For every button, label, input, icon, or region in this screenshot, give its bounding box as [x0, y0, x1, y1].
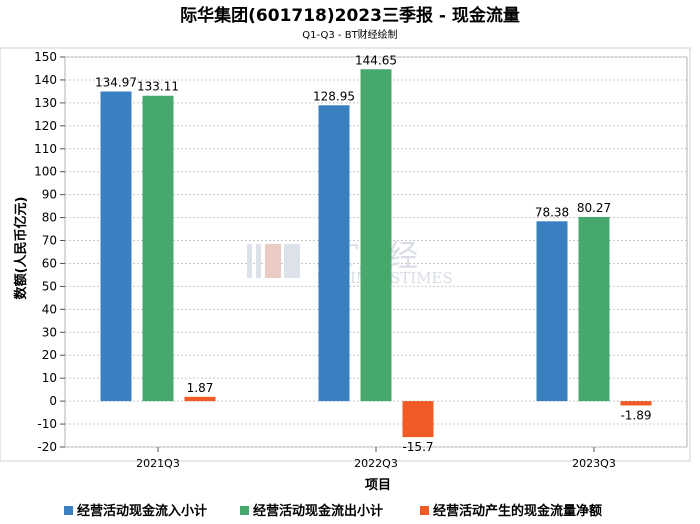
bar: [578, 216, 610, 402]
bar: [402, 401, 434, 438]
y-tick-label: 20: [42, 348, 57, 362]
data-label: 78.38: [535, 205, 569, 219]
bars: [100, 69, 652, 438]
y-tick-label: 100: [34, 165, 57, 179]
bar: [620, 401, 652, 406]
bar: [318, 105, 350, 402]
data-label: 128.95: [313, 89, 355, 103]
y-tick-label: 80: [42, 211, 57, 225]
data-label: 80.27: [577, 201, 611, 215]
x-tick-label: 2021Q3: [136, 457, 180, 470]
y-tick-label: 140: [34, 73, 57, 87]
legend-swatch: [64, 506, 73, 515]
data-label: 1.87: [187, 381, 214, 395]
watermark-logo-bar: [247, 244, 252, 278]
y-tick-label: -10: [37, 417, 57, 431]
legend-swatch: [420, 506, 429, 515]
legend-label: 经营活动产生的现金流量净额: [433, 503, 602, 519]
legend-swatch: [240, 506, 249, 515]
y-tick-label: 60: [42, 256, 57, 270]
x-tick-label: 2022Q3: [354, 457, 398, 470]
data-label: 134.97: [95, 75, 137, 89]
x-axis-ticks: 2021Q3 2022Q3 2023Q3: [136, 447, 616, 470]
y-tick-label: 50: [42, 279, 57, 293]
data-label: -1.89: [620, 408, 651, 422]
chart-frame: [0, 47, 691, 462]
y-tick-label: 70: [42, 234, 57, 248]
y-tick-label: 120: [34, 119, 57, 133]
y-tick-label: 110: [34, 142, 57, 156]
chart-title: 际华集团(601718)2023三季报 - 现金流量: [180, 5, 520, 26]
bar: [184, 396, 216, 402]
data-labels: 134.97 133.11 1.87 128.95 144.65 -15.7 78.38 80…: [95, 53, 652, 454]
y-axis-ticks: -20 -10 0 10 20 30 40 50 60 70 80 90 100 110 120 130 140…: [34, 50, 65, 454]
x-tick-label: 2023Q3: [572, 457, 616, 470]
bar: [100, 91, 132, 402]
y-tick-label: -20: [37, 440, 57, 454]
legend-label: 经营活动现金流出小计: [253, 503, 383, 519]
chart-subtitle: Q1-Q3 - BT财经绘制: [302, 28, 397, 41]
y-tick-label: 150: [34, 50, 57, 64]
y-tick-label: 90: [42, 188, 57, 202]
bar: [360, 69, 392, 402]
watermark-logo-bar: [256, 244, 261, 278]
data-label: -15.7: [402, 440, 433, 454]
data-label: 144.65: [355, 53, 397, 67]
y-tick-label: 0: [49, 394, 57, 408]
legend: 经营活动现金流入小计 经营活动现金流出小计 经营活动产生的现金流量净额: [64, 503, 602, 519]
y-tick-label: 130: [34, 96, 57, 110]
bar: [536, 221, 568, 402]
watermark-logo-block: [284, 244, 300, 278]
x-axis-title: 项目: [365, 478, 391, 493]
y-tick-label: 30: [42, 325, 57, 339]
y-axis-title: 数额(人民币亿元): [13, 197, 29, 300]
y-tick-label: 10: [42, 371, 57, 385]
data-label: 133.11: [137, 80, 179, 94]
bar: [142, 95, 174, 402]
legend-label: 经营活动现金流入小计: [77, 503, 207, 519]
watermark-logo-block: [265, 244, 281, 278]
y-tick-label: 40: [42, 302, 57, 316]
